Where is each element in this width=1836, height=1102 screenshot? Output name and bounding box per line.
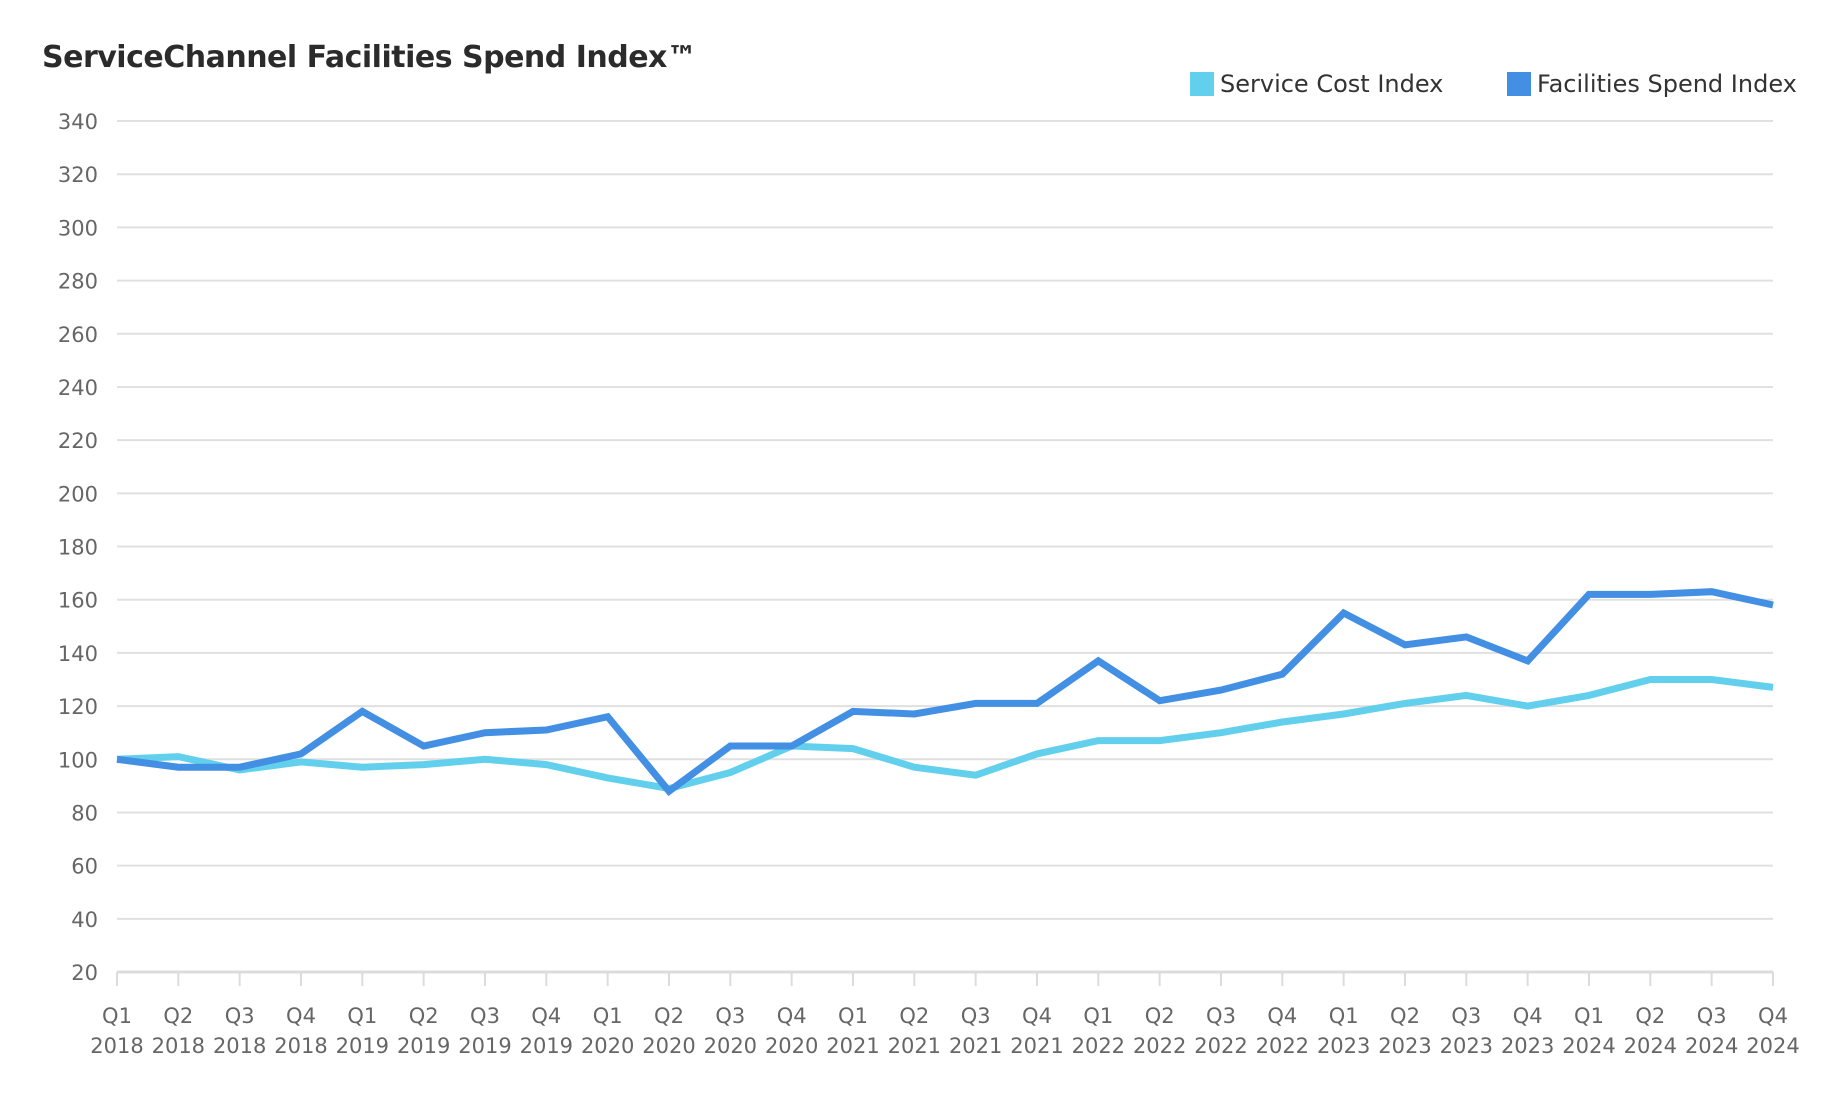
x-tick-label-year: 2020 — [642, 1034, 695, 1058]
y-tick-label: 320 — [58, 163, 98, 187]
y-tick-label: 300 — [58, 216, 98, 240]
x-tick-label-year: 2024 — [1685, 1034, 1738, 1058]
x-tick-label-quarter: Q4 — [1267, 1004, 1297, 1028]
legend-item-facilities-spend-index[interactable]: Facilities Spend Index — [1507, 70, 1797, 98]
y-tick-label: 200 — [58, 482, 98, 506]
legend-label: Service Cost Index — [1220, 70, 1444, 98]
x-tick-label-year: 2021 — [826, 1034, 879, 1058]
x-tick-label-quarter: Q4 — [777, 1004, 807, 1028]
x-tick-label-year: 2020 — [704, 1034, 757, 1058]
x-tick-label-year: 2023 — [1378, 1034, 1431, 1058]
x-tick-label-quarter: Q2 — [1635, 1004, 1665, 1028]
x-tick-label-quarter: Q3 — [225, 1004, 255, 1028]
x-tick-label-year: 2024 — [1624, 1034, 1677, 1058]
series-line-service-cost-index — [116, 676, 1774, 793]
y-tick-label: 220 — [58, 429, 98, 453]
x-tick-label-year: 2024 — [1562, 1034, 1615, 1058]
x-tick-label-quarter: Q4 — [1513, 1004, 1543, 1028]
y-tick-label: 340 — [58, 110, 98, 134]
x-tick-label-quarter: Q1 — [102, 1004, 132, 1028]
y-tick-label: 40 — [71, 908, 98, 932]
x-tick-label-quarter: Q2 — [163, 1004, 193, 1028]
x-tick-label-quarter: Q4 — [1022, 1004, 1052, 1028]
x-tick-label-year: 2022 — [1133, 1034, 1186, 1058]
y-tick-label: 140 — [58, 642, 98, 666]
x-tick-label-year: 2019 — [397, 1034, 450, 1058]
x-tick-label-quarter: Q1 — [1329, 1004, 1359, 1028]
y-tick-label: 280 — [58, 270, 98, 294]
y-tick-label: 180 — [58, 536, 98, 560]
legend-swatch-facilities-spend-icon — [1507, 72, 1531, 96]
legend-label: Facilities Spend Index — [1537, 70, 1797, 98]
x-tick-label-year: 2023 — [1440, 1034, 1493, 1058]
x-tick-label-quarter: Q4 — [286, 1004, 316, 1028]
x-tick-label-quarter: Q1 — [1574, 1004, 1604, 1028]
x-tick-label-year: 2020 — [581, 1034, 634, 1058]
x-tick-label-year: 2022 — [1072, 1034, 1125, 1058]
chart-title: ServiceChannel Facilities Spend Index™ — [42, 40, 697, 75]
x-tick-label-quarter: Q4 — [1758, 1004, 1788, 1028]
x-tick-label-quarter: Q3 — [1206, 1004, 1236, 1028]
x-tick-label-quarter: Q1 — [838, 1004, 868, 1028]
x-tick-label-year: 2020 — [765, 1034, 818, 1058]
x-tick-label-year: 2024 — [1746, 1034, 1799, 1058]
x-tick-label-quarter: Q2 — [654, 1004, 684, 1028]
x-tick-label-quarter: Q2 — [899, 1004, 929, 1028]
x-tick-label-quarter: Q1 — [347, 1004, 377, 1028]
x-tick-label-quarter: Q3 — [1451, 1004, 1481, 1028]
x-tick-label-quarter: Q3 — [961, 1004, 991, 1028]
x-tick-label-quarter: Q2 — [1390, 1004, 1420, 1028]
y-tick-label: 240 — [58, 376, 98, 400]
y-tick-label: 120 — [58, 695, 98, 719]
x-tick-label-year: 2021 — [1010, 1034, 1063, 1058]
x-tick-label-year: 2019 — [458, 1034, 511, 1058]
x-tick-label-quarter: Q3 — [715, 1004, 745, 1028]
x-tick-label-quarter: Q3 — [1697, 1004, 1727, 1028]
x-tick-label-quarter: Q4 — [531, 1004, 561, 1028]
x-tick-label-quarter: Q1 — [1083, 1004, 1113, 1028]
y-tick-label: 260 — [58, 323, 98, 347]
series-line-facilities-spend-index — [116, 588, 1774, 796]
x-tick-label-year: 2021 — [888, 1034, 941, 1058]
x-tick-label-quarter: Q1 — [593, 1004, 623, 1028]
x-tick-label-year: 2019 — [520, 1034, 573, 1058]
x-tick-label-year: 2019 — [336, 1034, 389, 1058]
y-tick-label: 80 — [71, 801, 98, 825]
y-tick-label: 100 — [58, 748, 98, 772]
x-tick-label-year: 2023 — [1317, 1034, 1370, 1058]
x-tick-label-quarter: Q2 — [1145, 1004, 1175, 1028]
x-tick-label-year: 2022 — [1194, 1034, 1247, 1058]
legend-swatch-service-cost-icon — [1190, 72, 1214, 96]
x-tick-label-year: 2018 — [274, 1034, 327, 1058]
x-tick-label-year: 2022 — [1256, 1034, 1309, 1058]
y-tick-label: 160 — [58, 589, 98, 613]
x-tick-label-year: 2018 — [90, 1034, 143, 1058]
x-tick-label-year: 2018 — [152, 1034, 205, 1058]
x-tick-label-quarter: Q3 — [470, 1004, 500, 1028]
x-tick-label-quarter: Q2 — [409, 1004, 439, 1028]
y-tick-label: 20 — [71, 961, 98, 985]
x-tick-label-year: 2023 — [1501, 1034, 1554, 1058]
x-tick-label-year: 2018 — [213, 1034, 266, 1058]
y-tick-label: 60 — [71, 855, 98, 879]
legend-item-service-cost-index[interactable]: Service Cost Index — [1190, 70, 1443, 98]
x-tick-label-year: 2021 — [949, 1034, 1002, 1058]
